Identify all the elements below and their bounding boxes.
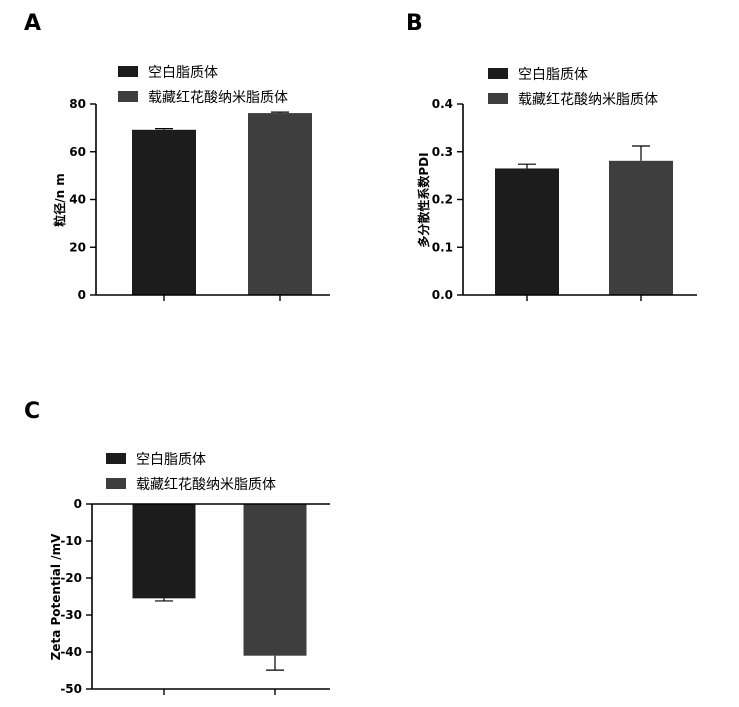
y-tick-label: -30 [60,608,82,622]
bar-crocetin-liposome [248,113,312,295]
legend: 空白脂质体 载藏红花酸纳米脂质体 [488,67,658,108]
panel-letter: C [24,399,40,424]
error-bar [266,655,284,671]
legend-swatch-crocetin-liposome [488,93,508,104]
y-tick-label: 80 [69,97,86,111]
y-tick-label: 20 [69,240,86,254]
legend-label: 载藏红花酸纳米脂质体 [518,92,658,108]
y-tick-label: 0.0 [432,288,453,302]
legend-label: 载藏红花酸纳米脂质体 [148,90,288,106]
legend-swatch-blank-liposome [118,66,138,77]
legend: 空白脂质体 载藏红花酸纳米脂质体 [118,65,288,106]
error-bar [155,598,173,602]
legend-swatch-blank-liposome [488,68,508,79]
legend-swatch-blank-liposome [106,453,126,464]
legend-label: 空白脂质体 [518,67,588,83]
legend-label: 空白脂质体 [148,65,218,81]
bar-blank-liposome [495,168,559,295]
y-axis-title: Zeta Potential /mV [49,533,63,660]
y-tick-label: 0 [78,288,86,302]
bar-blank-liposome [132,129,196,295]
bar-blank-liposome [132,504,196,599]
panel-c: C Zeta Potential /mV 空白脂质体 载藏红花酸纳米脂质体 0 -… [24,399,330,696]
y-tick-label: 0.4 [432,97,453,111]
panel-letter: A [24,11,41,36]
panel-b: B 多分散性系数PDI 空白脂质体 载藏红花酸纳米脂质体 0.0 0.1 0.2 0.… [406,11,697,302]
error-bar [518,163,536,169]
error-bar [632,145,650,161]
legend: 空白脂质体 载藏红花酸纳米脂质体 [106,452,276,493]
y-axis-title: 粒径/n m [52,173,67,227]
legend-swatch-crocetin-liposome [118,91,138,102]
legend-label: 空白脂质体 [136,452,206,468]
y-tick-label: -40 [60,645,82,659]
y-tick-label: 0 [74,497,82,511]
y-tick-label: 40 [69,193,86,207]
error-bar [271,111,289,114]
y-tick-label: 0.2 [432,193,453,207]
y-tick-label: 60 [69,145,86,159]
y-tick-label: -50 [60,682,82,696]
y-axis-title: 多分散性系数PDI [416,152,431,247]
panel-a: A 粒径/n m 空白脂质体 载藏红花酸纳米脂质体 0 20 40 60 80 [24,11,330,302]
y-tick-label: 0.1 [432,240,453,254]
bar-crocetin-liposome [243,504,307,656]
y-tick-label: -20 [60,571,82,585]
y-tick-label: 0.3 [432,145,453,159]
panel-letter: B [406,11,423,36]
bar-crocetin-liposome [609,160,673,295]
legend-label: 载藏红花酸纳米脂质体 [136,477,276,493]
y-tick-label: -10 [60,534,82,548]
error-bar [155,127,173,130]
legend-swatch-crocetin-liposome [106,478,126,489]
